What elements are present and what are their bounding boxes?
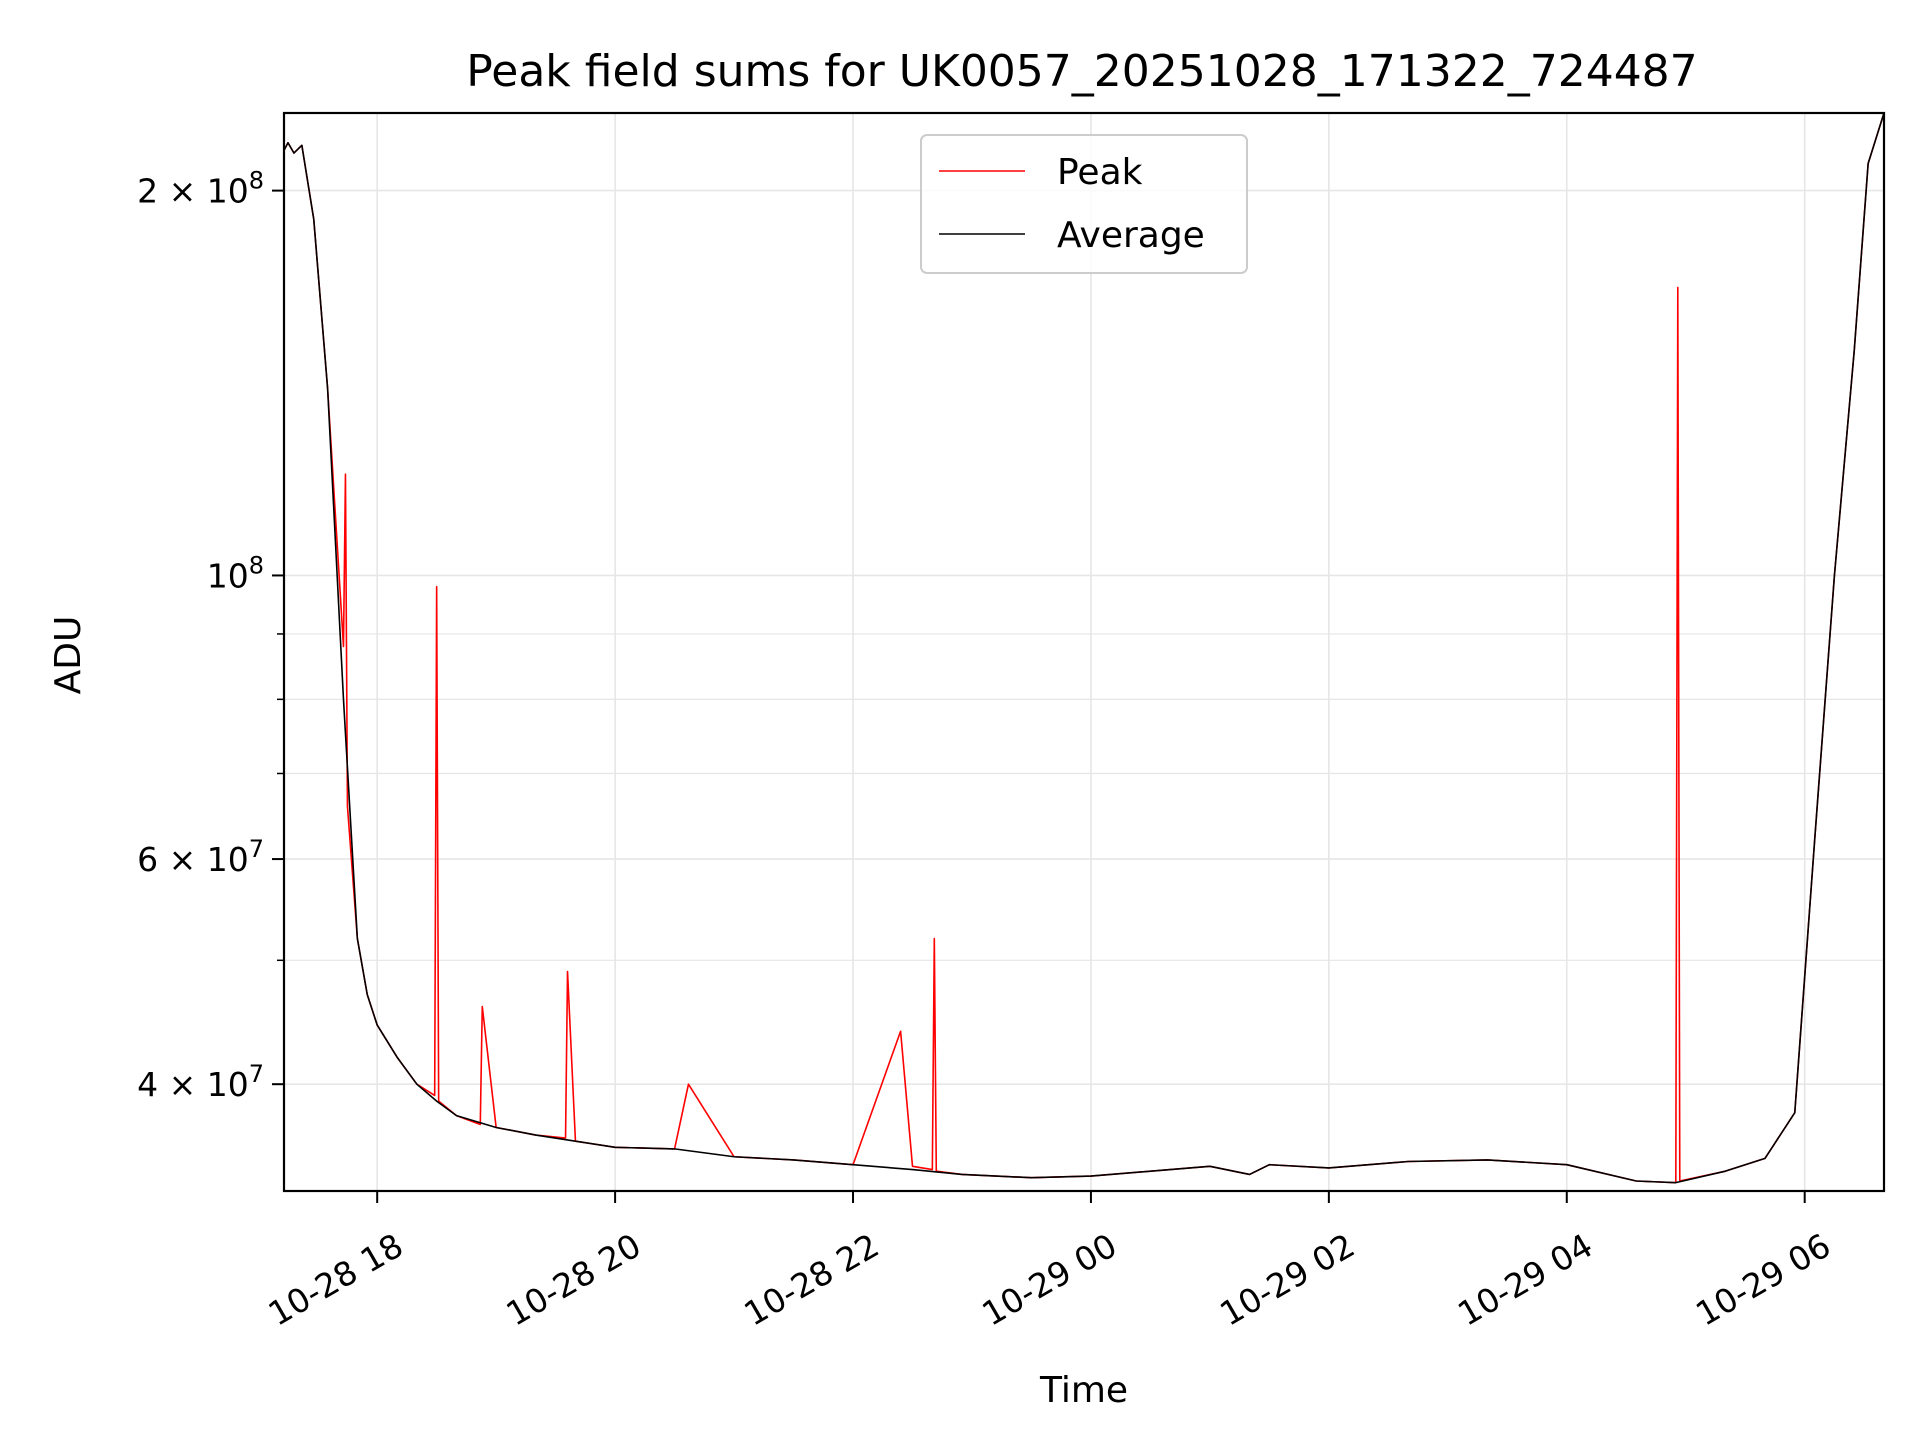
- plot-series: [283, 112, 1885, 1184]
- y-tick-label: 6 × 107: [137, 835, 264, 879]
- y-tick-label-base: 6 × 10: [137, 840, 249, 879]
- legend-frame: [920, 134, 1248, 274]
- plot-frame: [282, 111, 1886, 1193]
- series-line-average: [283, 112, 1885, 1184]
- y-tick-label-exponent: 7: [249, 835, 264, 863]
- legend-label-peak: Peak: [1057, 152, 1143, 193]
- y-tick-label-base: 4 × 10: [137, 1065, 249, 1104]
- y-tick-label-exponent: 8: [249, 551, 264, 579]
- legend-label-average: Average: [1057, 215, 1205, 256]
- y-axis-label: ADU: [48, 616, 89, 695]
- y-tick-label-base: 10: [207, 556, 249, 595]
- y-tick-label-exponent: 7: [249, 1060, 264, 1088]
- y-tick-label: 2 × 108: [137, 167, 264, 211]
- y-tick-label-base: 2 × 10: [137, 172, 249, 211]
- x-axis-label: Time: [1039, 1370, 1128, 1411]
- legend: Peak Average: [920, 134, 1248, 274]
- y-tick-label: 4 × 107: [137, 1060, 264, 1104]
- chart-title: Peak field sums for UK0057_20251028_1713…: [466, 46, 1697, 97]
- y-tick-label-exponent: 8: [249, 167, 264, 195]
- y-tick-label: 108: [207, 551, 264, 595]
